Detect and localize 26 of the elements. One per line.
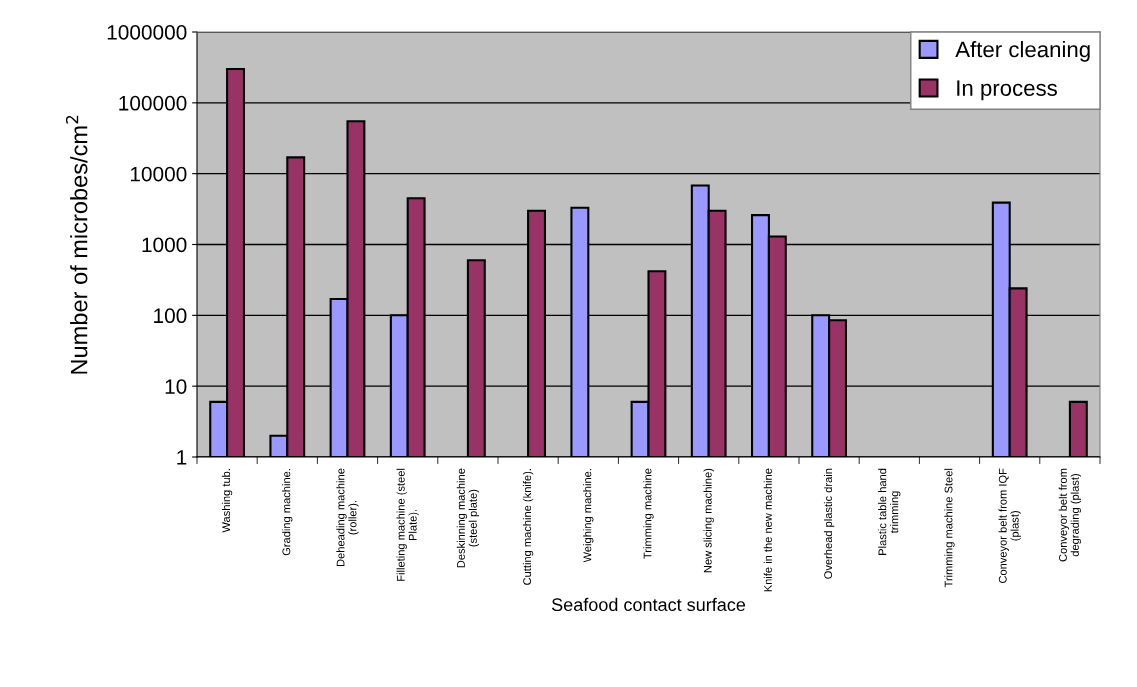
x-tick-label: Cutting machine (knife).	[522, 469, 534, 585]
y-tick-label: 100000	[119, 95, 187, 111]
x-tick-label: Conveyor belt from degrading (plast)	[1058, 468, 1082, 562]
x-tick-label: Trimming machine Steel	[944, 468, 955, 588]
legend-label: In process	[957, 80, 1057, 101]
y-tick-label: 10000	[130, 166, 187, 182]
legend-label: After cleaning	[955, 41, 1090, 62]
x-tick-label: Deheading machine (roller).	[336, 468, 359, 567]
y-tick-label: 1000000	[107, 25, 187, 40]
x-tick-label: Conveyor belt from IQF (plast)	[998, 468, 1021, 584]
y-tick-label: 10	[165, 379, 187, 394]
x-tick-label: Deskinning machine (steel plate)	[456, 468, 480, 568]
x-tick-label: Plastic table hand trimming	[878, 468, 901, 555]
y-axis-title: Number of microbes/cm$^{2}$	[65, 115, 88, 374]
x-tick-label: Weighing machine.	[583, 469, 594, 563]
x-axis-title: Seafood contact surface	[551, 597, 746, 612]
x-tick-label: Washing tub.	[221, 469, 233, 533]
x-tick-label: Trimming machine	[643, 468, 654, 559]
y-tick-label: 1000	[142, 237, 187, 253]
x-tick-label: Overhead plastic drain	[823, 468, 835, 579]
x-tick-label: New slicing machine)	[703, 468, 714, 573]
y-tick-label: 1	[177, 450, 187, 465]
x-tick-label: Grading machine.	[282, 469, 293, 556]
x-tick-label: Filleting machine (steel Plate).	[396, 468, 419, 581]
y-tick-label: 100	[154, 308, 187, 324]
x-tick-label: Knife in the new machine	[763, 468, 772, 592]
